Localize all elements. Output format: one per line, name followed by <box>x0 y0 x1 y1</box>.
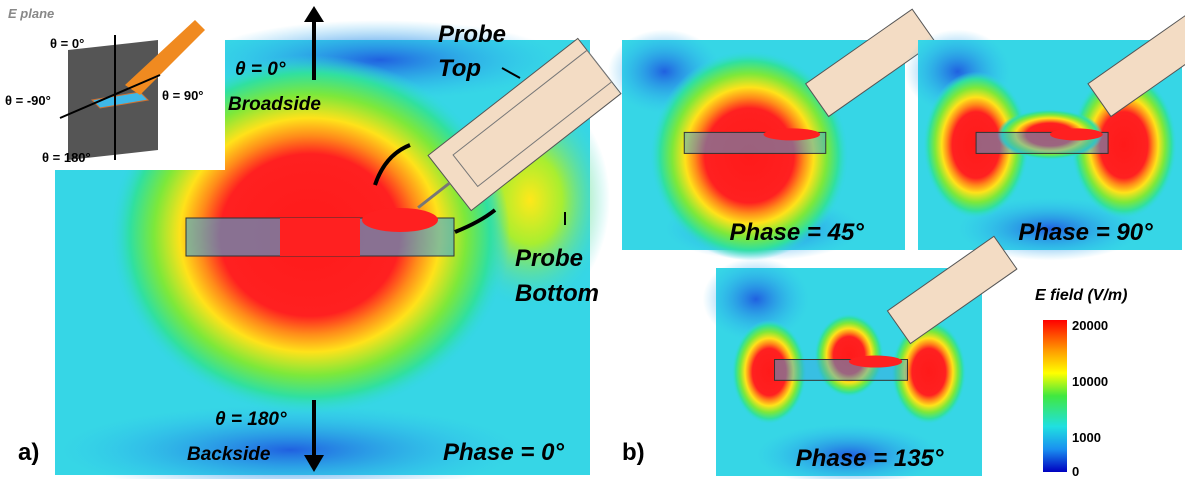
angle-label: θ = 0° <box>235 59 286 80</box>
angle-label: θ = 0° <box>50 36 84 51</box>
colorbar: E field (V/m) 20000 10000 1000 0 <box>1035 287 1127 479</box>
phase-label: Phase = 45° <box>730 219 865 246</box>
patch <box>90 91 150 109</box>
probe-label: Probe <box>438 21 506 48</box>
field-region <box>957 197 1143 261</box>
phase-label: Phase = 90° <box>1018 219 1153 246</box>
direction-label: Broadside <box>228 94 321 115</box>
colorbar-title: E field (V/m) <box>1035 287 1127 304</box>
field-region <box>814 313 884 397</box>
probe-label: Top <box>438 55 481 82</box>
field-region <box>849 355 903 368</box>
inset-title: E plane <box>8 6 54 21</box>
probe-label: Bottom <box>515 280 599 307</box>
field-region <box>1050 128 1103 141</box>
probe <box>125 20 205 95</box>
panel-label: b) <box>622 439 645 466</box>
field-region <box>362 208 438 232</box>
colorbar-tick: 1000 <box>1072 430 1101 445</box>
colorbar-scale <box>1043 320 1067 472</box>
field-region <box>280 218 360 256</box>
inset: E plane θ = 0° θ = -90° θ = 90° θ = 180° <box>0 0 225 170</box>
angle-label: θ = 90° <box>162 88 204 103</box>
direction-label: Backside <box>187 444 271 465</box>
panel-label: a) <box>18 439 39 466</box>
phase-label: Phase = 0° <box>443 439 564 466</box>
field-region <box>891 320 967 424</box>
field-region <box>1071 71 1177 219</box>
angle-label: θ = 180° <box>215 409 287 430</box>
arrow <box>373 143 411 186</box>
panel-b: b) Phase = 45° Phase = 90° Phase = 135° <box>607 8 1185 479</box>
phase-label: Phase = 135° <box>796 445 944 472</box>
colorbar-tick: 10000 <box>1072 374 1108 389</box>
arrow <box>454 208 497 234</box>
field-region <box>702 257 810 341</box>
probe <box>417 37 622 212</box>
colorbar-tick: 0 <box>1072 464 1079 479</box>
arrow-head <box>304 6 324 22</box>
probe-label: Probe <box>515 245 583 272</box>
field-region <box>650 50 849 261</box>
field-region <box>60 405 520 479</box>
field-region <box>731 320 807 424</box>
probe <box>886 235 1018 345</box>
angle-label: θ = -90° <box>5 93 51 108</box>
probe <box>804 8 936 118</box>
axis <box>59 74 161 119</box>
field-region <box>755 424 943 479</box>
angle-label: θ = 180° <box>42 150 91 165</box>
colorbar-tick: 20000 <box>1072 318 1108 333</box>
arrow <box>501 67 521 79</box>
field-region <box>763 128 821 141</box>
arrow-head <box>304 455 324 472</box>
probe <box>1087 8 1185 118</box>
